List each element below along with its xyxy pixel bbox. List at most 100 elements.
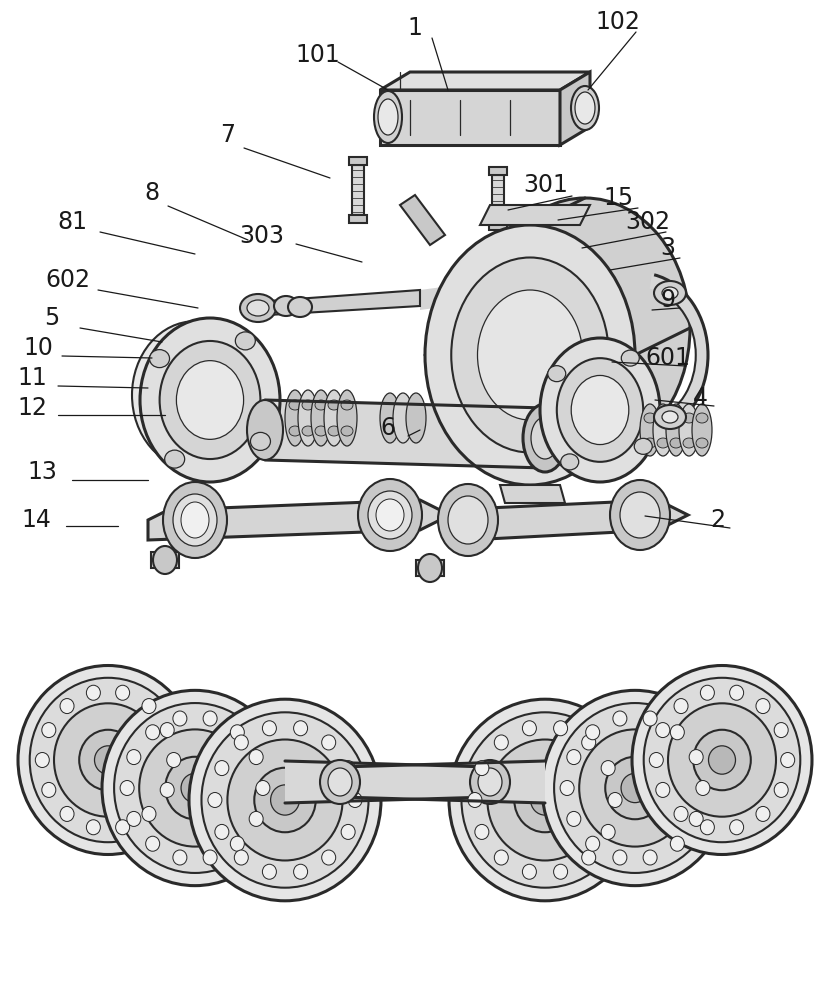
Ellipse shape bbox=[461, 712, 628, 888]
Ellipse shape bbox=[294, 864, 308, 879]
Ellipse shape bbox=[670, 413, 682, 423]
Ellipse shape bbox=[139, 729, 251, 847]
Ellipse shape bbox=[341, 824, 355, 839]
Text: 13: 13 bbox=[27, 460, 57, 484]
Ellipse shape bbox=[613, 711, 627, 726]
Ellipse shape bbox=[653, 404, 673, 456]
Ellipse shape bbox=[164, 450, 184, 468]
Ellipse shape bbox=[575, 92, 595, 124]
Text: 5: 5 bbox=[44, 306, 60, 330]
Ellipse shape bbox=[374, 91, 402, 143]
Ellipse shape bbox=[756, 699, 770, 714]
Ellipse shape bbox=[701, 685, 715, 700]
Ellipse shape bbox=[601, 761, 615, 776]
Polygon shape bbox=[400, 195, 445, 245]
Ellipse shape bbox=[438, 484, 498, 556]
Polygon shape bbox=[380, 90, 560, 145]
Ellipse shape bbox=[181, 773, 209, 803]
Ellipse shape bbox=[18, 666, 198, 854]
Ellipse shape bbox=[605, 757, 665, 819]
Ellipse shape bbox=[620, 492, 660, 538]
Polygon shape bbox=[400, 195, 445, 245]
Ellipse shape bbox=[358, 479, 422, 551]
Ellipse shape bbox=[341, 761, 355, 776]
Polygon shape bbox=[650, 274, 708, 436]
Ellipse shape bbox=[774, 723, 788, 738]
Ellipse shape bbox=[696, 413, 708, 423]
Polygon shape bbox=[380, 72, 590, 90]
Ellipse shape bbox=[298, 390, 318, 446]
Ellipse shape bbox=[418, 554, 442, 582]
Ellipse shape bbox=[478, 768, 502, 796]
Ellipse shape bbox=[557, 358, 643, 462]
Ellipse shape bbox=[468, 792, 482, 808]
Text: 1: 1 bbox=[408, 16, 422, 40]
Ellipse shape bbox=[649, 752, 663, 768]
Polygon shape bbox=[340, 761, 545, 803]
Ellipse shape bbox=[657, 438, 669, 448]
Ellipse shape bbox=[644, 413, 656, 423]
Ellipse shape bbox=[120, 780, 134, 796]
Ellipse shape bbox=[674, 699, 688, 714]
Text: 9: 9 bbox=[661, 288, 676, 312]
Polygon shape bbox=[349, 215, 367, 223]
Ellipse shape bbox=[378, 99, 398, 135]
Text: 301: 301 bbox=[524, 173, 569, 197]
Text: 7: 7 bbox=[221, 123, 236, 147]
Ellipse shape bbox=[203, 850, 217, 865]
Ellipse shape bbox=[294, 721, 308, 736]
Ellipse shape bbox=[160, 354, 230, 436]
Ellipse shape bbox=[341, 400, 353, 410]
Ellipse shape bbox=[215, 761, 229, 776]
Ellipse shape bbox=[657, 413, 669, 423]
Ellipse shape bbox=[696, 438, 708, 448]
Ellipse shape bbox=[579, 729, 691, 847]
Ellipse shape bbox=[203, 711, 217, 726]
Ellipse shape bbox=[668, 703, 776, 817]
Ellipse shape bbox=[42, 723, 56, 738]
Ellipse shape bbox=[127, 811, 141, 826]
Ellipse shape bbox=[449, 699, 641, 901]
Ellipse shape bbox=[160, 782, 174, 797]
Ellipse shape bbox=[302, 426, 314, 436]
Ellipse shape bbox=[567, 811, 581, 826]
Ellipse shape bbox=[601, 824, 615, 839]
Ellipse shape bbox=[560, 780, 574, 796]
Text: 12: 12 bbox=[17, 396, 47, 420]
Ellipse shape bbox=[177, 361, 243, 439]
Ellipse shape bbox=[114, 703, 276, 873]
Ellipse shape bbox=[523, 404, 567, 472]
Ellipse shape bbox=[146, 725, 159, 740]
Ellipse shape bbox=[582, 850, 596, 865]
Ellipse shape bbox=[554, 703, 716, 873]
Ellipse shape bbox=[654, 405, 686, 429]
Ellipse shape bbox=[671, 725, 684, 740]
Polygon shape bbox=[445, 500, 688, 540]
Ellipse shape bbox=[643, 711, 657, 726]
Ellipse shape bbox=[315, 426, 327, 436]
Polygon shape bbox=[148, 500, 450, 540]
Ellipse shape bbox=[656, 723, 670, 738]
Ellipse shape bbox=[376, 499, 404, 531]
Ellipse shape bbox=[643, 850, 657, 865]
Ellipse shape bbox=[231, 725, 244, 740]
Ellipse shape bbox=[495, 735, 508, 750]
Ellipse shape bbox=[683, 438, 695, 448]
Polygon shape bbox=[352, 165, 364, 215]
Text: 101: 101 bbox=[295, 43, 340, 67]
Ellipse shape bbox=[289, 426, 301, 436]
Polygon shape bbox=[349, 157, 367, 165]
Ellipse shape bbox=[328, 400, 340, 410]
Ellipse shape bbox=[689, 750, 703, 765]
Ellipse shape bbox=[542, 690, 728, 886]
Text: 2: 2 bbox=[710, 508, 725, 532]
Ellipse shape bbox=[495, 850, 508, 865]
Ellipse shape bbox=[341, 426, 353, 436]
Ellipse shape bbox=[95, 746, 121, 774]
Ellipse shape bbox=[202, 712, 369, 888]
Polygon shape bbox=[416, 560, 444, 576]
Ellipse shape bbox=[181, 502, 209, 538]
Ellipse shape bbox=[567, 750, 581, 765]
Ellipse shape bbox=[548, 366, 566, 382]
Ellipse shape bbox=[634, 438, 652, 454]
